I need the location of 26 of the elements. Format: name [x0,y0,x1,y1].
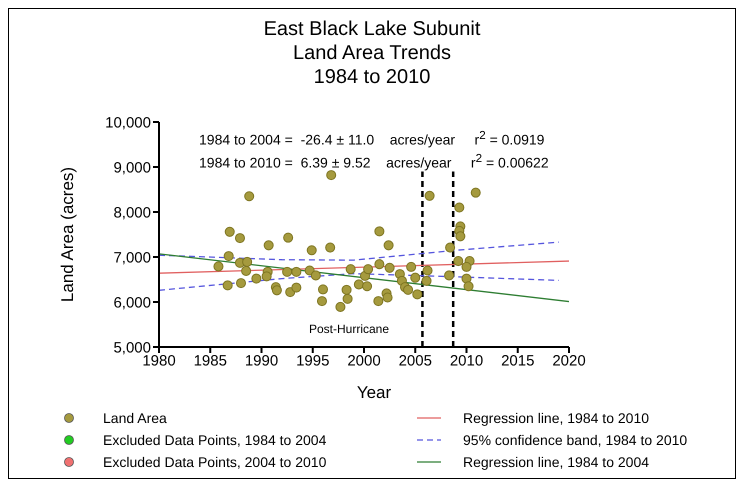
legend-label: Excluded Data Points, 1984 to 2004 [103,432,326,448]
annotation: 1984 to 2010 = 6.39 ± 9.52 acres/year r$^{2}$ = 0.00622 [199,152,549,171]
legend-label: Regression line, 1984 to 2010 [463,410,650,426]
y-tick-label: 8,000 [113,204,151,222]
y-tick-label: 9,000 [113,159,151,176]
legend-label: Land Area [103,410,167,426]
legend-label: 95% confidence band, 1984 to 2010 [463,432,688,448]
chart-title: East Black Lake Subunit Land Area Trends 1984 to 2010 [262,17,482,89]
x-tick-label: 1995 [296,352,330,370]
y-tick-label: 7,000 [113,249,151,266]
x-tick-label: 2020 [552,352,586,370]
y-axis-title: Land Area (acres) [58,166,78,302]
x-tick-label: 2005 [398,352,432,370]
x-tick-label: 2010 [450,352,484,370]
line-series [159,242,560,261]
x-axis-title: Year [356,383,392,403]
y-tick-label: 10,000 [105,114,151,132]
annotation: 1984 to 2004 = -26.4 ± 11.0 acres/year r$^{2}$ = 0.0919 [199,129,544,148]
x-tick-label: 1985 [194,352,227,370]
x-tick-label: 1990 [244,352,278,370]
legend-label: Regression line, 1984 to 2004 [463,454,650,470]
y-tick-label: 6,000 [113,294,151,312]
x-tick-label: 2000 [347,352,381,370]
legend-label: Excluded Data Points, 2004 to 2010 [103,454,326,470]
x-tick-label: 2015 [501,352,534,370]
annotation: Post-Hurricane [309,322,390,336]
